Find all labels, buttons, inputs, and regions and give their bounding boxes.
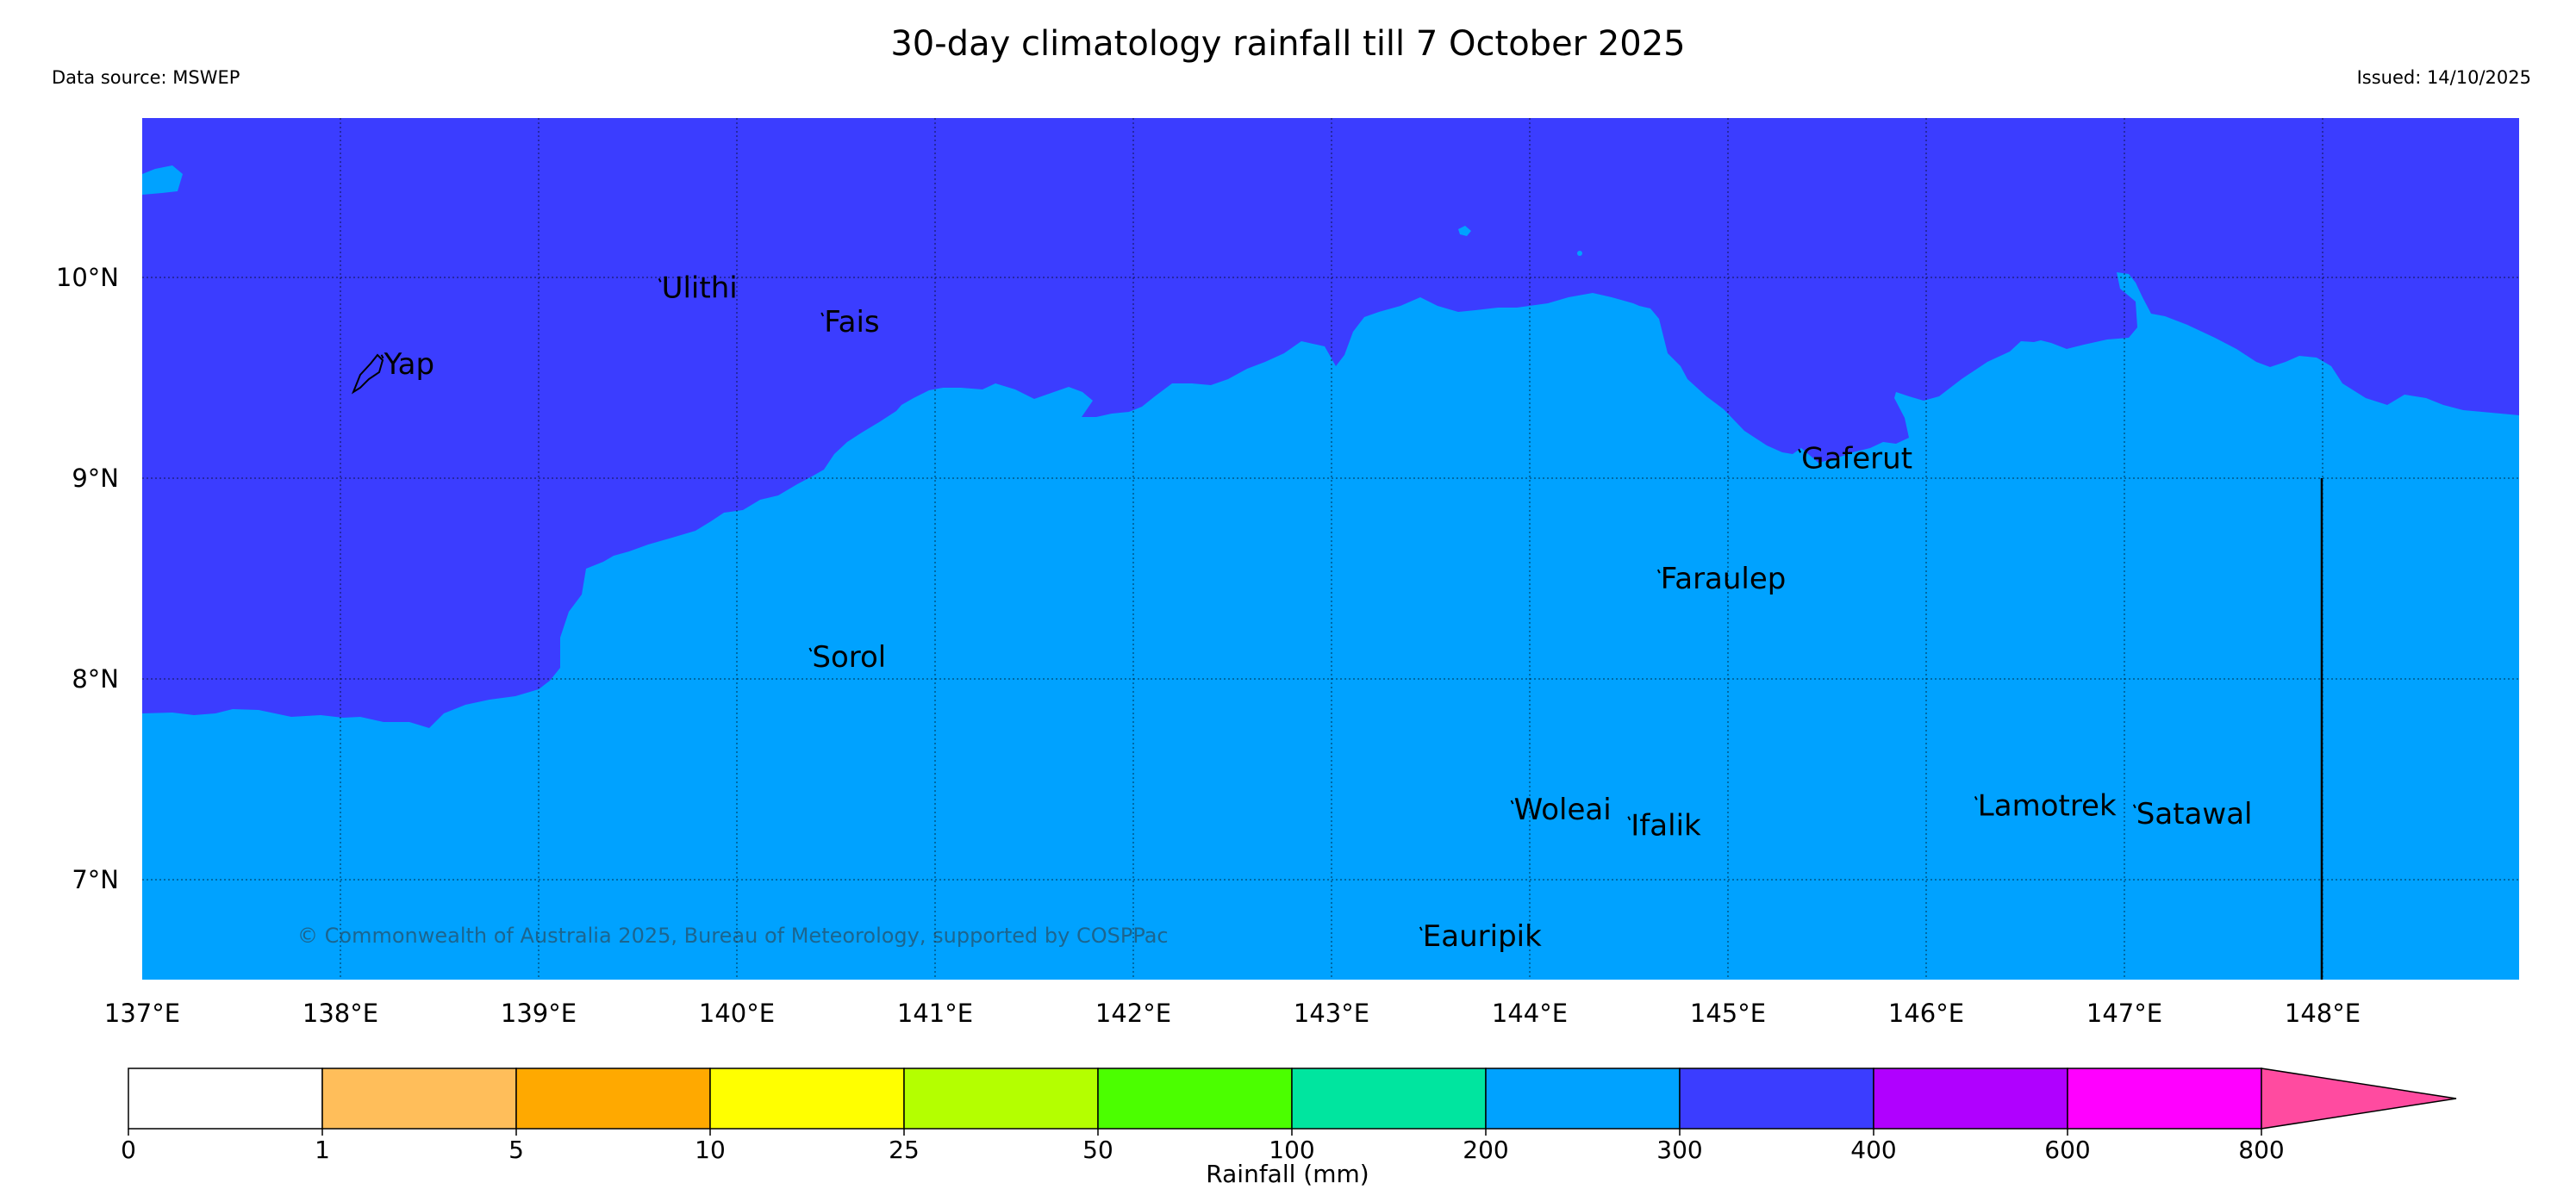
colorbar-tick-label: 10 [695, 1136, 726, 1164]
colorbar-segment [1097, 1068, 1293, 1130]
longitude-tick-label: 148°E [2285, 999, 2361, 1028]
atoll-marker [1510, 800, 1514, 805]
colorbar-segment [128, 1068, 323, 1130]
atoll-marker [1656, 569, 1661, 574]
place-label-fais: Fais [824, 305, 879, 339]
colorbar-tick-label: 1 [315, 1136, 330, 1164]
colorbar-tick-label: 800 [2238, 1136, 2284, 1164]
atoll-marker [1419, 926, 1423, 931]
yap-island-outline [351, 353, 384, 395]
colorbar-tick-label: 5 [508, 1136, 524, 1164]
latitude-tick-label: 10°N [56, 263, 119, 292]
longitude-tick-label: 144°E [1492, 999, 1568, 1028]
atoll-marker [658, 277, 662, 283]
longitude-tick-label: 140°E [699, 999, 775, 1028]
place-label-ifalik: Ifalik [1631, 809, 1701, 844]
place-label-sorol: Sorol [812, 640, 886, 675]
atoll-marker [1974, 795, 1978, 800]
atoll-marker [808, 647, 813, 652]
longitude-tick-label: 139°E [501, 999, 577, 1028]
colorbar-segment [2067, 1068, 2262, 1130]
atoll-marker [820, 312, 825, 317]
place-label-gaferut: Gaferut [1801, 441, 1912, 476]
colorbar-segment [1679, 1068, 1874, 1130]
light-zone-patch-northwest [142, 165, 183, 195]
light-zone-speck [1458, 226, 1471, 236]
data-source-label: Data source: MSWEP [52, 67, 240, 88]
longitude-tick-label: 143°E [1294, 999, 1369, 1028]
colorbar-tick-label: 200 [1463, 1136, 1508, 1164]
colorbar-tick-label: 50 [1082, 1136, 1113, 1164]
colorbar-segment [903, 1068, 1099, 1130]
colorbar-tick-label: 400 [1850, 1136, 1896, 1164]
colorbar-segment [1873, 1068, 2068, 1130]
colorbar-segment [709, 1068, 905, 1130]
colorbar-segment [1291, 1068, 1487, 1130]
colorbar-segment [321, 1068, 517, 1130]
place-label-woleai: Woleai [1514, 793, 1612, 827]
colorbar-tick-label: 600 [2044, 1136, 2090, 1164]
place-label-satawal: Satawal [2136, 797, 2253, 831]
atoll-marker [2132, 804, 2136, 809]
latitude-tick-label: 7°N [72, 865, 119, 894]
longitude-tick-label: 146°E [1888, 999, 1964, 1028]
map-title: 30-day climatology rainfall till 7 Octob… [890, 24, 1686, 64]
rainfall-colorbar: 0 1 5 10 25 50 100 200 300 400 600 800 [121, 1068, 2457, 1164]
place-label-ulithi: Ulithi [662, 271, 738, 305]
place-label-faraulep: Faraulep [1661, 562, 1787, 596]
longitude-tick-labels: 137°E 138°E 139°E 140°E 141°E 142°E 143°E 144°E… [104, 999, 2361, 1028]
longitude-tick-label: 145°E [1690, 999, 1766, 1028]
latitude-tick-labels: 10°N 9°N 8°N 7°N [56, 263, 119, 894]
colorbar-tick-label: 100 [1269, 1136, 1314, 1164]
longitude-tick-label: 141°E [897, 999, 973, 1028]
place-labels: Yap Ulithi Fais Gaferut Faraulep Sorol Woleai I… [380, 271, 2253, 954]
colorbar-tick-label: 0 [121, 1136, 136, 1164]
atoll-marker [380, 354, 384, 359]
colorbar-label: Rainfall (mm) [1206, 1160, 1369, 1188]
place-label-yap: Yap [384, 347, 435, 382]
longitude-tick-label: 138°E [303, 999, 378, 1028]
longitude-tick-label: 137°E [104, 999, 180, 1028]
atoll-marker [1627, 816, 1631, 821]
atoll-marker [1798, 448, 1801, 453]
copyright-notice: © Commonwealth of Australia 2025, Bureau… [297, 924, 1169, 948]
colorbar-segment [1485, 1068, 1681, 1130]
colorbar-tick-label: 300 [1656, 1136, 1702, 1164]
longitude-tick-label: 142°E [1095, 999, 1171, 1028]
colorbar-extension-arrow [2261, 1068, 2457, 1130]
issued-date-label: Issued: 14/10/2025 [2356, 67, 2531, 88]
colorbar-segment [515, 1068, 711, 1130]
colorbar-tick-label: 25 [889, 1136, 920, 1164]
latitude-tick-label: 9°N [72, 464, 119, 493]
light-zone-speck [1577, 251, 1582, 256]
latitude-tick-label: 8°N [72, 664, 119, 694]
place-label-eauripik: Eauripik [1423, 919, 1542, 954]
longitude-tick-label: 147°E [2086, 999, 2162, 1028]
place-label-lamotrek: Lamotrek [1978, 788, 2117, 823]
